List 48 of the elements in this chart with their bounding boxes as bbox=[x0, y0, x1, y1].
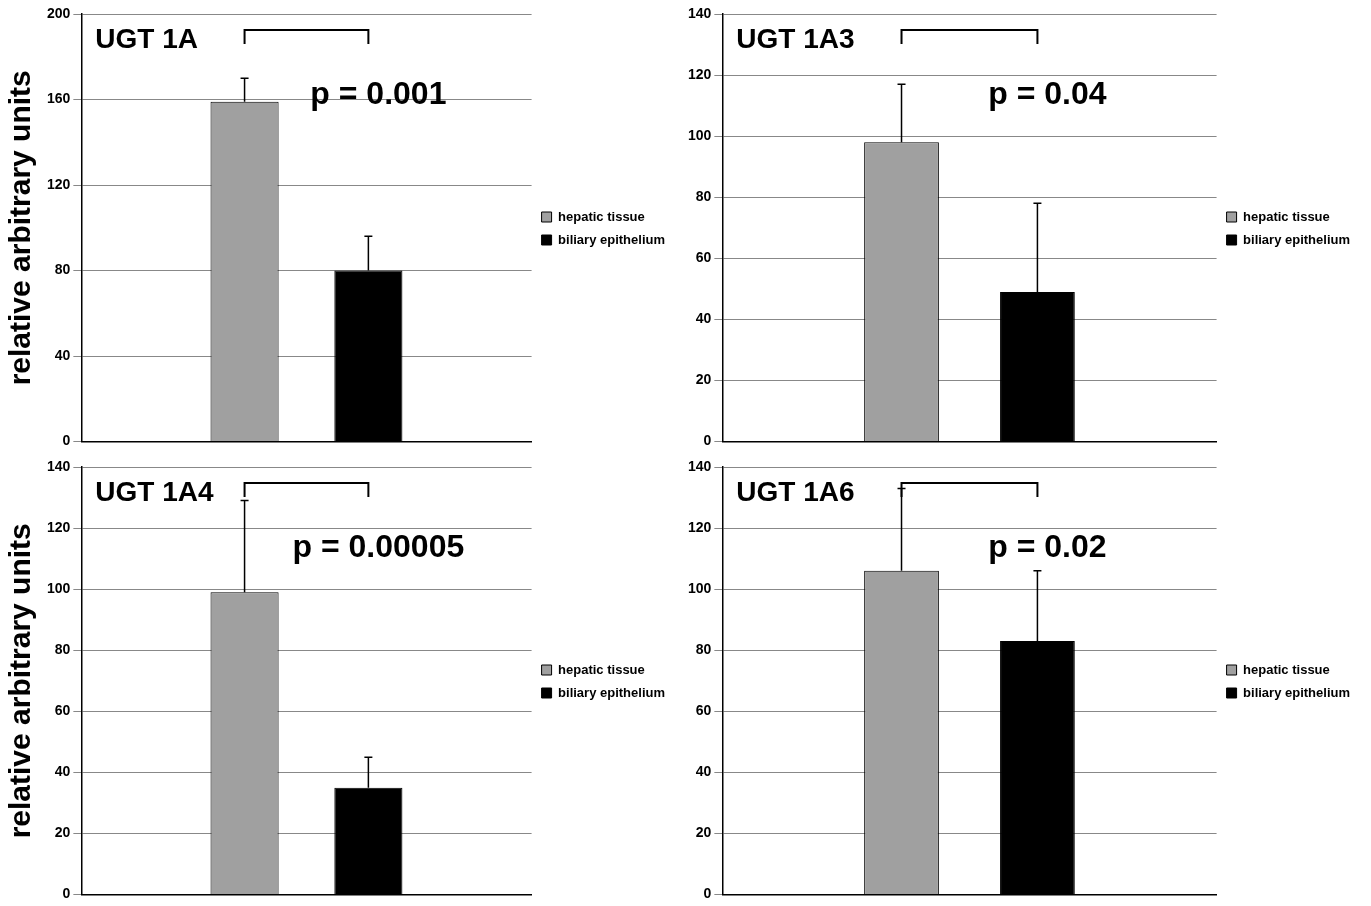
legend-label: biliary epithelium bbox=[558, 684, 666, 700]
y-tick-label: 80 bbox=[54, 641, 71, 658]
y-tick-label: 60 bbox=[695, 702, 712, 719]
legend-label: hepatic tissue bbox=[558, 208, 645, 224]
chart-title: UGT 1A3 bbox=[736, 22, 855, 54]
legend-label: biliary epithelium bbox=[1243, 684, 1351, 700]
y-tick-label: 60 bbox=[695, 249, 712, 266]
y-tick-label: 40 bbox=[695, 763, 712, 780]
chart-title: UGT 1A6 bbox=[736, 475, 855, 507]
y-tick-label: 140 bbox=[47, 457, 71, 474]
chart-title: UGT 1A bbox=[95, 22, 199, 54]
legend-label: hepatic tissue bbox=[558, 661, 645, 677]
y-tick-label: 80 bbox=[695, 188, 712, 205]
y-tick-label: 60 bbox=[54, 702, 71, 719]
y-tick-label: 200 bbox=[47, 4, 71, 21]
y-axis-title: relative arbitrary units bbox=[3, 70, 37, 386]
y-tick-label: 120 bbox=[688, 65, 712, 82]
y-tick-label: 0 bbox=[62, 432, 71, 449]
y-tick-label: 100 bbox=[688, 580, 712, 597]
chart-title: UGT 1A4 bbox=[95, 475, 215, 507]
y-tick-label: 80 bbox=[54, 261, 71, 278]
annotation: p = 0.04 bbox=[988, 74, 1107, 111]
legend-label: hepatic tissue bbox=[1243, 661, 1330, 677]
y-tick-label: 80 bbox=[695, 641, 712, 658]
y-tick-label: 100 bbox=[47, 580, 71, 597]
y-tick-label: 40 bbox=[54, 763, 71, 780]
annotation: p = 0.001 bbox=[310, 74, 447, 111]
y-tick-label: 120 bbox=[47, 175, 71, 192]
legend-label: biliary epithelium bbox=[1243, 231, 1351, 247]
y-tick-label: 40 bbox=[54, 346, 71, 363]
y-tick-label: 0 bbox=[703, 432, 712, 449]
y-tick-label: 20 bbox=[54, 824, 71, 841]
y-tick-label: 20 bbox=[695, 824, 712, 841]
y-tick-label: 100 bbox=[688, 127, 712, 144]
y-tick-label: 120 bbox=[47, 518, 71, 535]
y-tick-label: 40 bbox=[695, 310, 712, 327]
y-tick-label: 160 bbox=[47, 90, 71, 107]
legend-label: hepatic tissue bbox=[1243, 208, 1330, 224]
legend-label: biliary epithelium bbox=[558, 231, 666, 247]
y-tick-label: 120 bbox=[688, 518, 712, 535]
y-axis-title: relative arbitrary units bbox=[3, 523, 37, 839]
y-tick-label: 20 bbox=[695, 371, 712, 388]
y-tick-label: 0 bbox=[703, 885, 712, 902]
annotation: p = 0.02 bbox=[988, 527, 1107, 564]
y-tick-label: 0 bbox=[62, 885, 71, 902]
y-tick-label: 140 bbox=[688, 457, 712, 474]
annotation: p = 0.00005 bbox=[292, 527, 465, 564]
y-tick-label: 140 bbox=[688, 4, 712, 21]
